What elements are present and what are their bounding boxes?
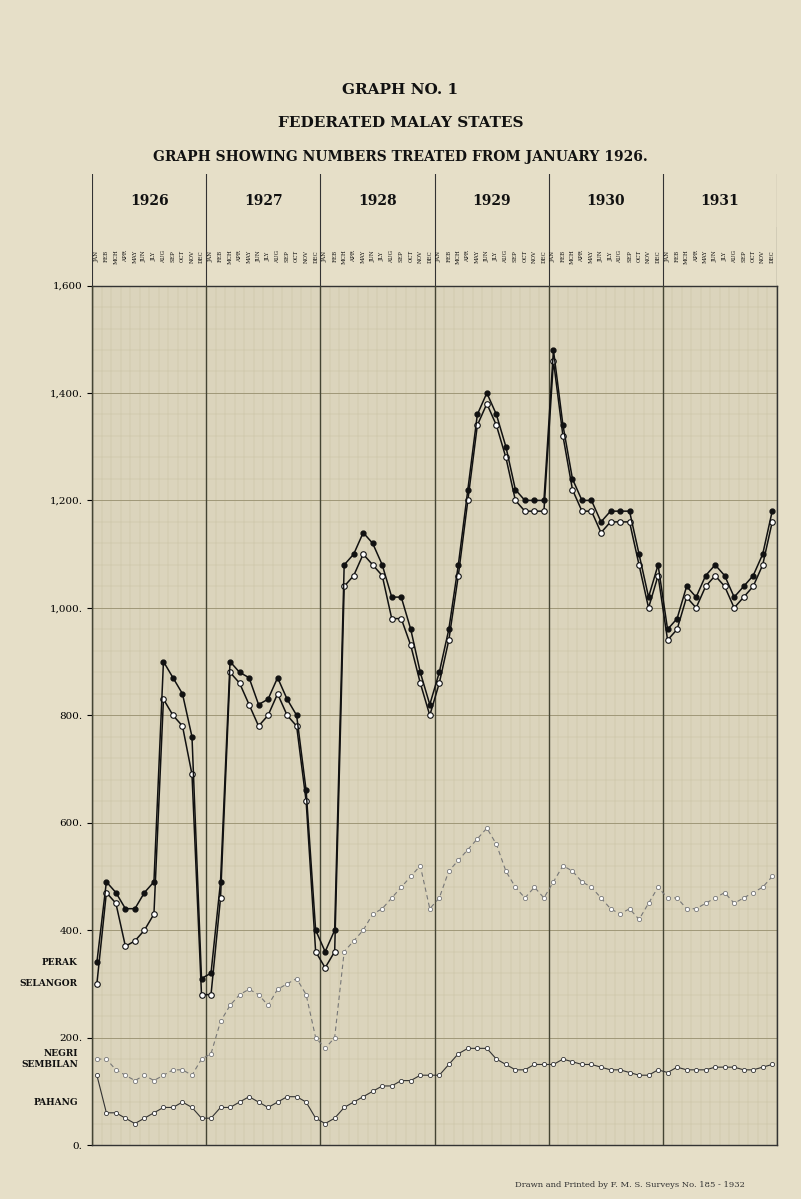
Text: AUG: AUG [275,249,280,263]
Text: JAN: JAN [551,251,556,261]
Text: MAY: MAY [703,249,708,263]
Text: MCH: MCH [227,249,232,264]
Text: APR: APR [123,251,128,263]
Text: FEB: FEB [561,251,566,263]
Text: APR: APR [694,251,698,263]
Text: SEP: SEP [741,251,747,263]
Text: AUG: AUG [731,249,737,263]
Text: NOV: NOV [532,249,537,263]
Text: Drawn and Printed by F. M. S. Surveys No. 185 - 1932: Drawn and Printed by F. M. S. Surveys No… [515,1181,745,1188]
Text: APR: APR [237,251,242,263]
Text: JAN: JAN [665,251,670,261]
Text: 1930: 1930 [586,193,625,207]
Text: JUN: JUN [713,251,718,263]
Text: MCH: MCH [456,249,461,264]
Text: NOV: NOV [418,249,423,263]
Text: PERAK: PERAK [42,958,78,966]
Text: JAN: JAN [95,251,99,261]
Text: GRAPH SHOWING NUMBERS TREATED FROM JANUARY 1926.: GRAPH SHOWING NUMBERS TREATED FROM JANUA… [153,150,648,164]
Text: JUN: JUN [256,251,261,263]
Text: DEC: DEC [199,251,204,263]
Text: NOV: NOV [190,249,195,263]
Text: FEB: FEB [218,251,223,263]
Text: JAN: JAN [208,251,214,261]
Text: GRAPH NO. 1: GRAPH NO. 1 [343,83,458,97]
Text: FEDERATED MALAY STATES: FEDERATED MALAY STATES [278,116,523,131]
Text: JUN: JUN [142,251,147,263]
Text: FEB: FEB [332,251,337,263]
Text: MAY: MAY [475,249,480,263]
Text: JLY: JLY [494,252,499,261]
Text: NOV: NOV [760,249,765,263]
Text: AUG: AUG [618,249,622,263]
Text: JAN: JAN [323,251,328,261]
Text: 1927: 1927 [244,193,283,207]
Text: DEC: DEC [655,251,661,263]
Text: FEB: FEB [446,251,451,263]
Text: SEP: SEP [171,251,175,263]
Text: JLY: JLY [608,252,613,261]
Text: MCH: MCH [342,249,347,264]
Text: JUN: JUN [370,251,375,263]
Text: MAY: MAY [247,249,252,263]
Text: APR: APR [465,251,470,263]
Text: OCT: OCT [637,251,642,263]
Text: JLY: JLY [266,252,271,261]
Text: FEB: FEB [674,251,679,263]
Text: AUG: AUG [389,249,394,263]
Text: JAN: JAN [437,251,442,261]
Text: OCT: OCT [180,251,185,263]
Text: SEP: SEP [399,251,404,263]
Text: DEC: DEC [770,251,775,263]
Text: SEP: SEP [513,251,518,263]
Text: NOV: NOV [646,249,651,263]
Text: NOV: NOV [304,249,308,263]
Text: SEP: SEP [284,251,290,263]
Text: 1931: 1931 [701,193,739,207]
Text: FEB: FEB [104,251,109,263]
Text: JUN: JUN [598,251,603,263]
Text: MAY: MAY [360,249,366,263]
Text: MCH: MCH [114,249,119,264]
Text: JUN: JUN [485,251,489,263]
Text: MAY: MAY [132,249,138,263]
Text: NEGRI
SEMBILAN: NEGRI SEMBILAN [21,1049,78,1070]
Text: 1926: 1926 [130,193,168,207]
Text: APR: APR [351,251,356,263]
Text: SEP: SEP [627,251,632,263]
Text: SELANGOR: SELANGOR [20,980,78,988]
Text: JLY: JLY [380,252,384,261]
Text: OCT: OCT [751,251,755,263]
Text: JLY: JLY [723,252,727,261]
Text: DEC: DEC [313,251,318,263]
Text: APR: APR [579,251,585,263]
Text: 1929: 1929 [473,193,511,207]
Text: JLY: JLY [151,252,156,261]
Text: DEC: DEC [427,251,433,263]
Text: 1928: 1928 [358,193,396,207]
Text: DEC: DEC [541,251,546,263]
Text: AUG: AUG [503,249,509,263]
Text: MAY: MAY [589,249,594,263]
Text: MCH: MCH [684,249,689,264]
Text: OCT: OCT [409,251,413,263]
Text: AUG: AUG [161,249,166,263]
Text: PAHANG: PAHANG [33,1097,78,1107]
Text: OCT: OCT [522,251,527,263]
Text: MCH: MCH [570,249,575,264]
Text: OCT: OCT [294,251,299,263]
